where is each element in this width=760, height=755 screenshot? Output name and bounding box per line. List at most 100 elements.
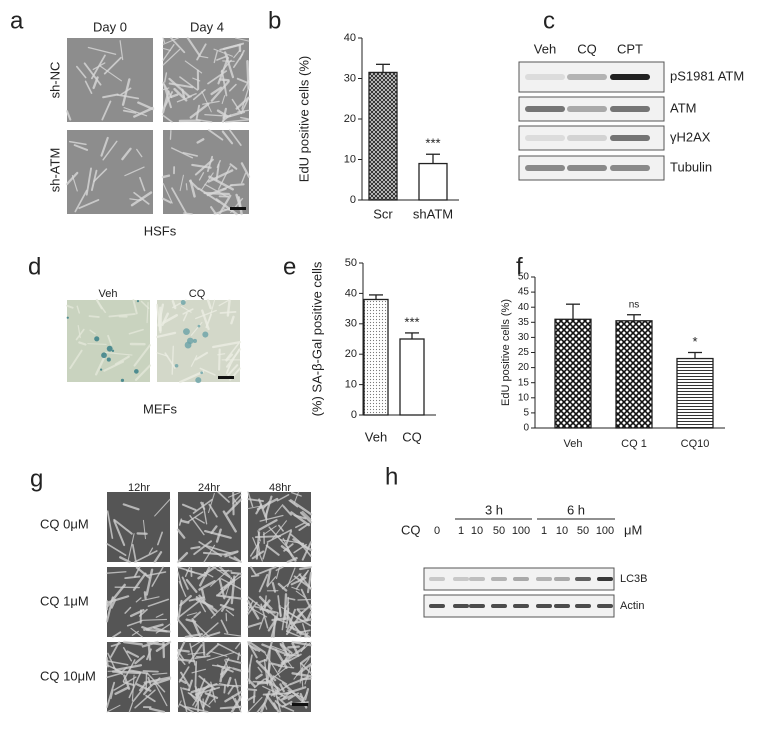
group-label: 6 h xyxy=(567,502,585,517)
band xyxy=(554,604,570,608)
band xyxy=(453,604,469,608)
band xyxy=(536,604,552,608)
significance: *** xyxy=(404,314,419,329)
column-label: Veh xyxy=(99,288,118,300)
group-label: 3 h xyxy=(485,502,503,517)
micrograph xyxy=(67,38,153,122)
y-tick-label: 45 xyxy=(518,287,530,298)
y-tick-label: 20 xyxy=(344,113,356,125)
band xyxy=(513,604,529,608)
band xyxy=(567,165,607,171)
y-axis-label: (%) SA-β-Gal positive cells xyxy=(309,261,324,416)
stain xyxy=(175,364,179,368)
y-tick-label: 25 xyxy=(518,347,530,358)
panel-letter: a xyxy=(10,7,24,34)
x-tick-label: shATM xyxy=(413,206,453,221)
band xyxy=(453,577,469,581)
column-label: Day 0 xyxy=(93,19,127,34)
unit-label: μM xyxy=(624,522,642,537)
y-tick-label: 40 xyxy=(344,32,356,44)
row-label: CQ 1μM xyxy=(40,593,89,608)
cell xyxy=(232,573,241,574)
panel-letter: e xyxy=(283,253,296,280)
cell xyxy=(285,655,294,656)
band xyxy=(429,604,445,608)
stain xyxy=(121,379,124,382)
y-tick-label: 50 xyxy=(518,272,530,283)
bar xyxy=(400,339,424,415)
y-tick-label: 20 xyxy=(518,362,530,373)
y-tick-label: 10 xyxy=(344,153,356,165)
dose-label: 0 xyxy=(434,525,440,537)
y-tick-label: 50 xyxy=(345,257,357,269)
column-label: CQ xyxy=(189,288,206,300)
micrograph xyxy=(178,492,241,562)
treatment-label: CQ xyxy=(401,522,421,537)
bar xyxy=(555,319,591,428)
stain xyxy=(107,358,111,362)
panel-letter: b xyxy=(268,7,281,34)
cell xyxy=(184,213,192,214)
band xyxy=(597,604,613,608)
cell xyxy=(163,176,169,177)
significance: *** xyxy=(425,136,440,151)
cell xyxy=(145,592,146,598)
band xyxy=(610,106,650,112)
y-tick-label: 40 xyxy=(518,302,530,313)
band xyxy=(575,577,591,581)
cell xyxy=(196,688,197,697)
x-tick-label: Scr xyxy=(373,206,393,221)
y-tick-label: 5 xyxy=(523,408,529,419)
row-label: ATM xyxy=(670,100,696,115)
y-tick-label: 20 xyxy=(345,348,357,360)
stain xyxy=(187,338,194,345)
dose-label: 50 xyxy=(577,525,589,537)
column-label: CQ xyxy=(577,41,597,56)
x-tick-label: Veh xyxy=(365,429,387,444)
stain xyxy=(183,328,190,335)
band xyxy=(469,577,485,581)
cell xyxy=(224,686,225,693)
micrograph xyxy=(163,130,249,214)
panel-letter: h xyxy=(385,463,398,490)
dose-label: 1 xyxy=(541,525,547,537)
stain xyxy=(101,352,107,358)
y-tick-label: 35 xyxy=(518,317,530,328)
column-label: Veh xyxy=(534,41,556,56)
cell xyxy=(203,642,204,655)
cell xyxy=(254,692,255,703)
band xyxy=(567,135,607,141)
panel-letter: c xyxy=(543,7,555,34)
y-tick-label: 40 xyxy=(345,287,357,299)
significance: ns xyxy=(629,299,640,310)
row-label: Tubulin xyxy=(670,159,712,174)
stain xyxy=(198,325,201,328)
y-tick-label: 10 xyxy=(345,379,357,391)
band xyxy=(469,604,485,608)
band xyxy=(610,165,650,171)
row-label: pS1981 ATM xyxy=(670,68,744,83)
scale-bar xyxy=(218,376,234,379)
band xyxy=(429,577,445,581)
band xyxy=(610,74,650,80)
dose-label: 10 xyxy=(471,525,483,537)
y-tick-label: 30 xyxy=(344,72,356,84)
band xyxy=(567,106,607,112)
column-label: Day 4 xyxy=(190,19,224,34)
dose-label: 100 xyxy=(596,525,614,537)
bar xyxy=(616,321,652,428)
stain xyxy=(107,346,113,352)
y-tick-label: 10 xyxy=(518,392,530,403)
bar xyxy=(419,164,447,200)
y-axis-label: EdU positive cells (%) xyxy=(500,299,512,406)
band xyxy=(525,106,565,112)
row-label: LC3B xyxy=(620,573,648,585)
x-tick-label: CQ 1 xyxy=(621,438,647,450)
row-label: CQ 10μM xyxy=(40,668,96,683)
cell xyxy=(143,671,158,672)
caption: MEFs xyxy=(143,401,177,416)
bar xyxy=(364,299,388,415)
band xyxy=(567,74,607,80)
panel-letter: d xyxy=(28,253,41,280)
